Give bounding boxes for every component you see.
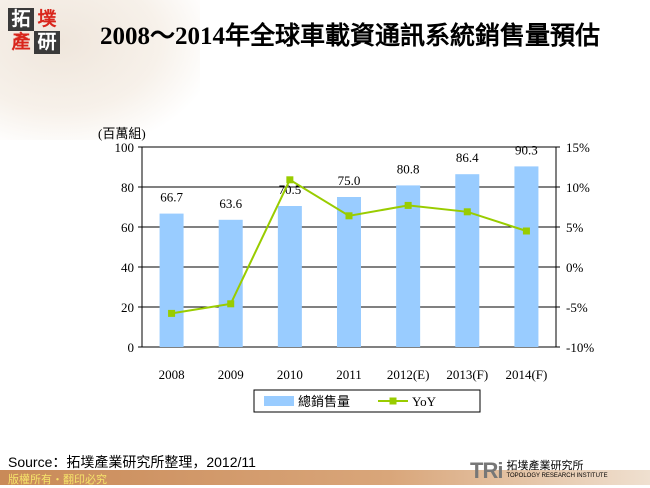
data-label: 86.4: [456, 150, 479, 165]
legend-bar-swatch: [264, 396, 294, 406]
x-tick-label: 2012(E): [387, 367, 430, 382]
data-label: 80.8: [397, 161, 420, 176]
logo-char: 拓: [8, 8, 34, 31]
brand-logo: TRi 拓墣產業研究所 TOPOLOGY RESEARCH INSTITUTE: [470, 458, 608, 484]
legend: [253, 389, 481, 413]
logo-char: 墣: [37, 8, 57, 30]
x-tick-label: 2009: [218, 367, 244, 382]
logo: 拓 墣 產 研: [8, 8, 60, 54]
logo-char: 研: [34, 31, 60, 54]
bar: [337, 197, 361, 347]
y2-tick-label: 5%: [566, 220, 584, 235]
y-tick-label: 0: [128, 340, 135, 355]
yoy-point: [227, 300, 235, 308]
footer-bar: 版權所有・翻印必究: [0, 470, 650, 486]
legend-label: 總銷售量: [298, 394, 350, 409]
source-note: Source：拓墣產業研究所整理，2012/11: [8, 454, 256, 470]
yoy-point: [168, 309, 176, 317]
y-tick-label: 40: [121, 260, 134, 275]
bar: [455, 174, 480, 347]
x-tick-label: 2010: [277, 367, 303, 382]
bar: [277, 206, 302, 347]
y2-tick-label: 10%: [566, 180, 590, 195]
y2-tick-label: 0%: [566, 260, 584, 275]
y-tick-label: 100: [115, 140, 135, 155]
y-tick-label: 60: [121, 220, 134, 235]
page-title: 2008～2014年全球車載資通訊系統銷售量預估: [99, 23, 600, 50]
bar: [396, 185, 421, 347]
x-tick-label: 2008: [159, 367, 185, 382]
yoy-point: [522, 227, 530, 235]
x-tick-label: 2011: [336, 367, 362, 382]
bar: [514, 166, 539, 347]
data-label: 75.0: [338, 173, 361, 188]
bar: [159, 213, 184, 347]
y-axis-label: (百萬組): [98, 126, 146, 141]
data-label: 63.6: [219, 196, 242, 211]
brand-name: 拓墣產業研究所: [506, 459, 584, 472]
data-label: 90.3: [515, 142, 538, 157]
yoy-point: [286, 176, 294, 184]
yoy-point: [345, 212, 353, 220]
x-tick-label: 2014(F): [505, 367, 547, 382]
x-tick-label: 2013(F): [446, 367, 488, 382]
brand-english: TOPOLOGY RESEARCH INSTITUTE: [506, 473, 608, 479]
y-tick-label: 20: [121, 300, 134, 315]
y2-tick-label: -5%: [566, 300, 588, 315]
logo-char: 產: [11, 31, 31, 53]
yoy-point: [404, 201, 412, 209]
brand-mark: TRi: [470, 458, 503, 483]
data-label: 66.7: [160, 190, 183, 205]
y2-tick-label: 15%: [566, 140, 590, 155]
legend-label: YoY: [412, 394, 437, 409]
y2-tick-label: -10%: [566, 340, 594, 355]
y-tick-label: 80: [121, 180, 134, 195]
bar: [218, 219, 243, 347]
legend-line-marker: [389, 397, 397, 405]
yoy-point: [463, 208, 471, 216]
copyright: 版權所有・翻印必究: [8, 473, 107, 486]
